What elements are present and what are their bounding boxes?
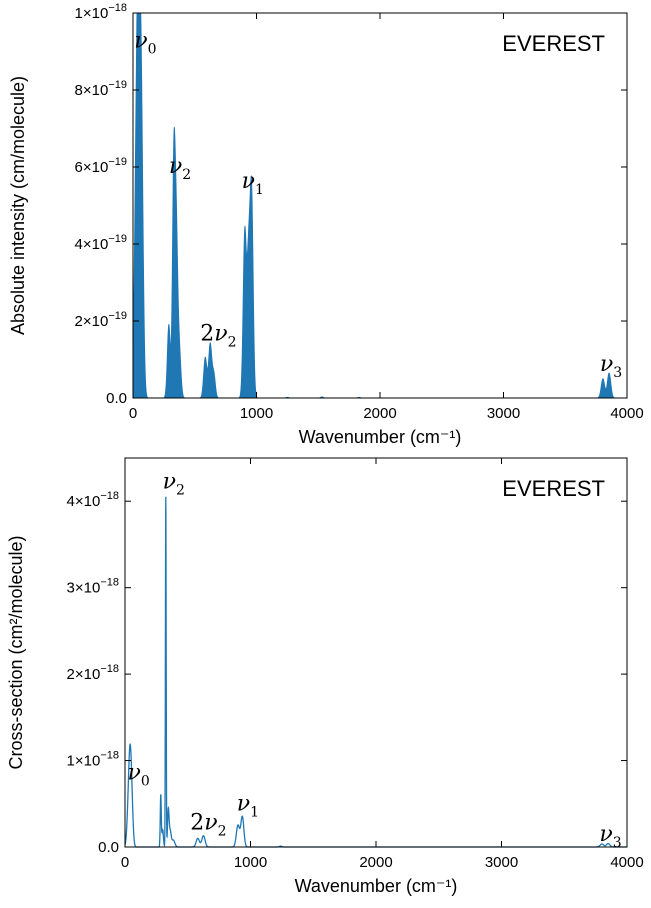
- x-tick-label: 3000: [485, 854, 518, 871]
- chart-panel-cross-section: 0 1000 2000 3000 4000 0.0 1×10−18 2×10−18 3×10−1…: [6, 457, 644, 896]
- peak-label: 2ν2: [200, 321, 236, 350]
- chart-title-cross-section: EVEREST: [502, 476, 605, 501]
- peak-labels-intensity: ν0 ν2 2ν2 ν1 ν3: [134, 29, 622, 381]
- y-tick-label: 4×10−19: [75, 233, 127, 253]
- y-axis-label-cross-section: Cross-section (cm²/molecule): [6, 535, 26, 769]
- y-tick-label: 4×10−18: [67, 490, 119, 510]
- chart-panel-intensity: 0 1000 2000 3000 4000 0.0 2×10−19 4×10−19 6×10−1…: [8, 2, 644, 447]
- x-axis-label-cross-section: Wavenumber (cm⁻¹): [295, 876, 458, 896]
- x-tick-label: 4000: [610, 405, 643, 422]
- peak-label: 2ν2: [190, 811, 226, 840]
- peak-label: ν3: [600, 352, 622, 381]
- peak-label: ν0: [128, 761, 150, 790]
- peak-label: ν0: [134, 29, 156, 58]
- peak-label: ν3: [599, 822, 621, 851]
- x-tick-label: 3000: [487, 405, 520, 422]
- chart-title-intensity: EVEREST: [502, 31, 605, 56]
- y-tick-label: 1×10−18: [75, 2, 127, 22]
- plot-frame-cross-section: [124, 457, 628, 848]
- ticks-intensity: 0 1000 2000 3000 4000 0.0 2×10−19 4×10−19 6×10−1…: [75, 2, 644, 422]
- series-line-cross-section: [124, 496, 627, 848]
- y-tick-label: 3×10−18: [67, 577, 119, 597]
- y-tick-label: 0.0: [98, 839, 119, 856]
- y-tick-label: 2×10−18: [67, 663, 119, 683]
- peak-label: ν1: [242, 169, 264, 198]
- peak-labels-cross-section: ν0 ν2 2ν2 ν1 ν3: [128, 469, 622, 851]
- x-tick-label: 2000: [359, 854, 392, 871]
- y-tick-label: 8×10−19: [75, 79, 127, 99]
- y-tick-label: 0.0: [106, 390, 127, 407]
- x-tick-label: 4000: [610, 854, 643, 871]
- y-tick-label: 1×10−18: [67, 750, 119, 770]
- x-tick-label: 2000: [363, 405, 396, 422]
- x-tick-label: 1000: [240, 405, 273, 422]
- ticks-cross-section: 0 1000 2000 3000 4000 0.0 1×10−18 2×10−18 3×10−1…: [67, 458, 644, 871]
- x-axis-label-intensity: Wavenumber (cm⁻¹): [299, 427, 462, 447]
- x-tick-label: 1000: [234, 854, 267, 871]
- x-tick-label: 0: [121, 854, 129, 871]
- y-tick-label: 2×10−19: [75, 310, 127, 330]
- peak-label: ν1: [237, 792, 259, 821]
- x-tick-label: 0: [129, 405, 137, 422]
- y-axis-label-intensity: Absolute intensity (cm/molecule): [8, 76, 28, 335]
- peak-label: ν2: [169, 154, 191, 183]
- peak-label: ν2: [163, 469, 185, 498]
- y-tick-label: 6×10−19: [75, 156, 127, 176]
